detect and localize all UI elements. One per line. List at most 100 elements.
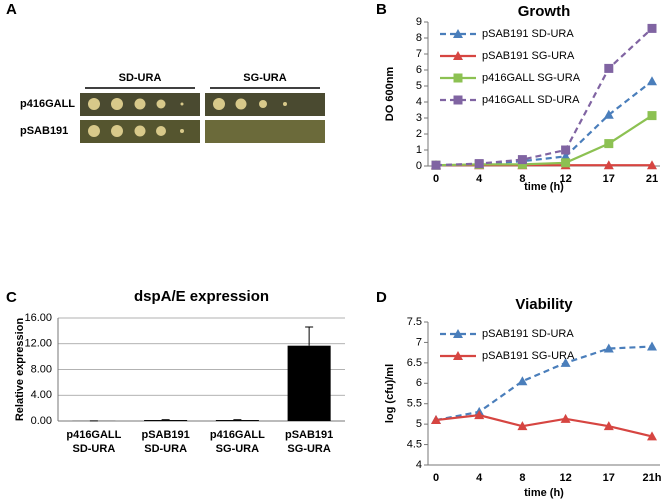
marker bbox=[453, 51, 463, 60]
marker bbox=[561, 158, 571, 168]
row-label: p416GALL bbox=[20, 98, 75, 110]
panel-label: D bbox=[376, 289, 387, 306]
y-tick-label: 3 bbox=[416, 112, 422, 124]
x-tick-label: pSAB191 bbox=[285, 429, 333, 441]
marker bbox=[647, 23, 657, 33]
marker bbox=[453, 95, 463, 105]
marker bbox=[604, 139, 614, 149]
marker bbox=[647, 111, 657, 121]
panel-label: C bbox=[6, 289, 17, 306]
y-axis-label: Relative expression bbox=[14, 318, 26, 422]
y-tick-label: 5.5 bbox=[407, 398, 422, 410]
series-line bbox=[435, 345, 653, 422]
marker bbox=[560, 151, 571, 161]
marker bbox=[431, 415, 441, 425]
marker bbox=[604, 63, 614, 73]
x-tick-label: 12 bbox=[559, 173, 571, 185]
x-tick-label: p416GALL bbox=[210, 429, 265, 441]
marker bbox=[603, 160, 614, 170]
series-line bbox=[435, 114, 653, 167]
x-tick-label: 4 bbox=[476, 472, 483, 484]
panel-label: B bbox=[376, 1, 387, 18]
x-tick-label: SD-URA bbox=[144, 443, 187, 455]
column-label: SG-URA bbox=[243, 72, 286, 84]
marker bbox=[453, 329, 463, 338]
marker bbox=[517, 376, 528, 386]
marker bbox=[474, 410, 485, 420]
y-tick-label: 8 bbox=[416, 32, 422, 44]
marker bbox=[603, 421, 614, 431]
column-label: SD-URA bbox=[119, 72, 162, 84]
x-tick-label: 21h bbox=[643, 472, 662, 484]
y-tick-label: 5 bbox=[416, 418, 422, 430]
chart-title: dspA/E expression bbox=[134, 288, 269, 305]
marker bbox=[453, 73, 463, 83]
y-tick-label: 5 bbox=[416, 80, 422, 92]
bar bbox=[215, 420, 259, 421]
x-tick-label: SD-URA bbox=[72, 443, 115, 455]
legend-label: pSAB191 SD-URA bbox=[482, 28, 574, 40]
marker bbox=[453, 29, 463, 38]
y-tick-label: 7 bbox=[416, 48, 422, 60]
marker bbox=[561, 145, 571, 155]
x-tick-label: SG-URA bbox=[216, 443, 259, 455]
marker bbox=[453, 351, 463, 360]
y-tick-label: 2 bbox=[416, 128, 422, 140]
y-tick-label: 7 bbox=[416, 336, 422, 348]
marker bbox=[431, 160, 441, 170]
error-bar bbox=[305, 326, 314, 346]
x-tick-label: 21 bbox=[646, 173, 658, 185]
y-tick-label: 4 bbox=[416, 459, 422, 471]
x-tick-label: 17 bbox=[603, 173, 615, 185]
marker bbox=[517, 155, 527, 165]
marker bbox=[517, 421, 528, 431]
y-tick-label: 16.00 bbox=[24, 312, 52, 324]
x-tick-label: 8 bbox=[519, 173, 525, 185]
y-tick-label: 8.00 bbox=[31, 363, 52, 375]
bar bbox=[287, 345, 331, 421]
bar bbox=[144, 420, 188, 421]
y-tick-label: 4.00 bbox=[31, 389, 52, 401]
x-tick-label: pSAB191 bbox=[141, 429, 189, 441]
marker bbox=[517, 159, 527, 169]
y-tick-label: 6 bbox=[416, 64, 422, 76]
legend-label: p416GALL SG-URA bbox=[482, 72, 581, 84]
chart-title: Viability bbox=[515, 296, 573, 313]
legend-label: pSAB191 SD-URA bbox=[482, 328, 574, 340]
colonies bbox=[88, 98, 287, 137]
series-line bbox=[435, 414, 653, 438]
x-tick-label: p416GALL bbox=[66, 429, 121, 441]
legend-label: pSAB191 SG-URA bbox=[482, 350, 575, 362]
y-axis-label: DO 600nm bbox=[384, 67, 396, 122]
y-tick-label: 6 bbox=[416, 377, 422, 389]
legend-label: pSAB191 SG-URA bbox=[482, 50, 575, 62]
y-tick-label: 0.00 bbox=[31, 415, 52, 427]
chart-title: Growth bbox=[518, 3, 571, 20]
panel-label: A bbox=[6, 1, 17, 18]
marker bbox=[603, 109, 614, 119]
x-tick-label: 8 bbox=[519, 472, 525, 484]
marker bbox=[560, 357, 571, 367]
series-line bbox=[435, 27, 653, 167]
plate-figure: SD-URA SG-URA p416GALL pSAB191 bbox=[20, 72, 325, 143]
x-tick-label: 0 bbox=[433, 472, 439, 484]
marker bbox=[647, 431, 657, 441]
marker bbox=[647, 76, 657, 86]
x-tick-label: 12 bbox=[559, 472, 571, 484]
legend-label: p416GALL SD-URA bbox=[482, 94, 580, 106]
marker bbox=[560, 413, 571, 423]
y-tick-label: 9 bbox=[416, 16, 422, 28]
x-tick-label: 17 bbox=[603, 472, 615, 484]
x-axis-label: time (h) bbox=[524, 487, 564, 499]
marker bbox=[647, 160, 657, 170]
x-axis-label: time (h) bbox=[524, 181, 564, 193]
y-tick-label: 12.00 bbox=[24, 338, 52, 350]
y-tick-label: 4 bbox=[416, 96, 422, 108]
y-tick-label: 1 bbox=[416, 144, 422, 156]
y-tick-label: 6.5 bbox=[407, 357, 422, 369]
marker bbox=[647, 341, 657, 351]
plate bbox=[205, 120, 325, 143]
x-tick-label: 0 bbox=[433, 173, 439, 185]
row-label: pSAB191 bbox=[20, 125, 68, 137]
